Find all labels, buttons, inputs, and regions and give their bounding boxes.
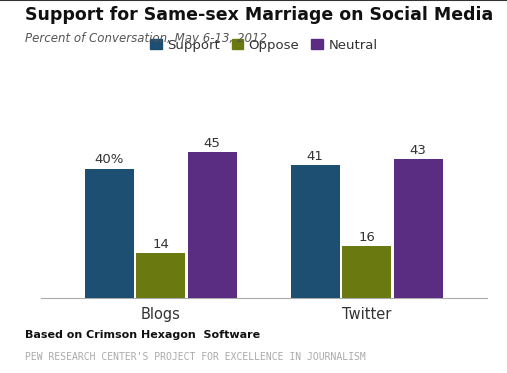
Bar bbox=[188, 152, 237, 298]
Text: 16: 16 bbox=[358, 231, 375, 244]
Bar bbox=[342, 247, 391, 298]
Text: Support for Same-sex Marriage on Social Media: Support for Same-sex Marriage on Social … bbox=[25, 6, 494, 23]
Text: PEW RESEARCH CENTER'S PROJECT FOR EXCELLENCE IN JOURNALISM: PEW RESEARCH CENTER'S PROJECT FOR EXCELL… bbox=[25, 352, 366, 363]
Text: Percent of Conversation, May 6-13, 2012: Percent of Conversation, May 6-13, 2012 bbox=[25, 32, 267, 45]
Bar bbox=[85, 169, 134, 298]
Text: 45: 45 bbox=[204, 137, 221, 150]
Text: 43: 43 bbox=[410, 144, 426, 157]
Bar bbox=[291, 165, 340, 298]
Text: 40%: 40% bbox=[94, 153, 124, 166]
Bar bbox=[393, 159, 443, 298]
Text: 14: 14 bbox=[152, 238, 169, 251]
Text: Based on Crimson Hexagon  Software: Based on Crimson Hexagon Software bbox=[25, 330, 261, 340]
Bar bbox=[136, 253, 185, 298]
Legend: Support, Oppose, Neutral: Support, Oppose, Neutral bbox=[150, 38, 378, 51]
Text: 41: 41 bbox=[307, 150, 323, 163]
